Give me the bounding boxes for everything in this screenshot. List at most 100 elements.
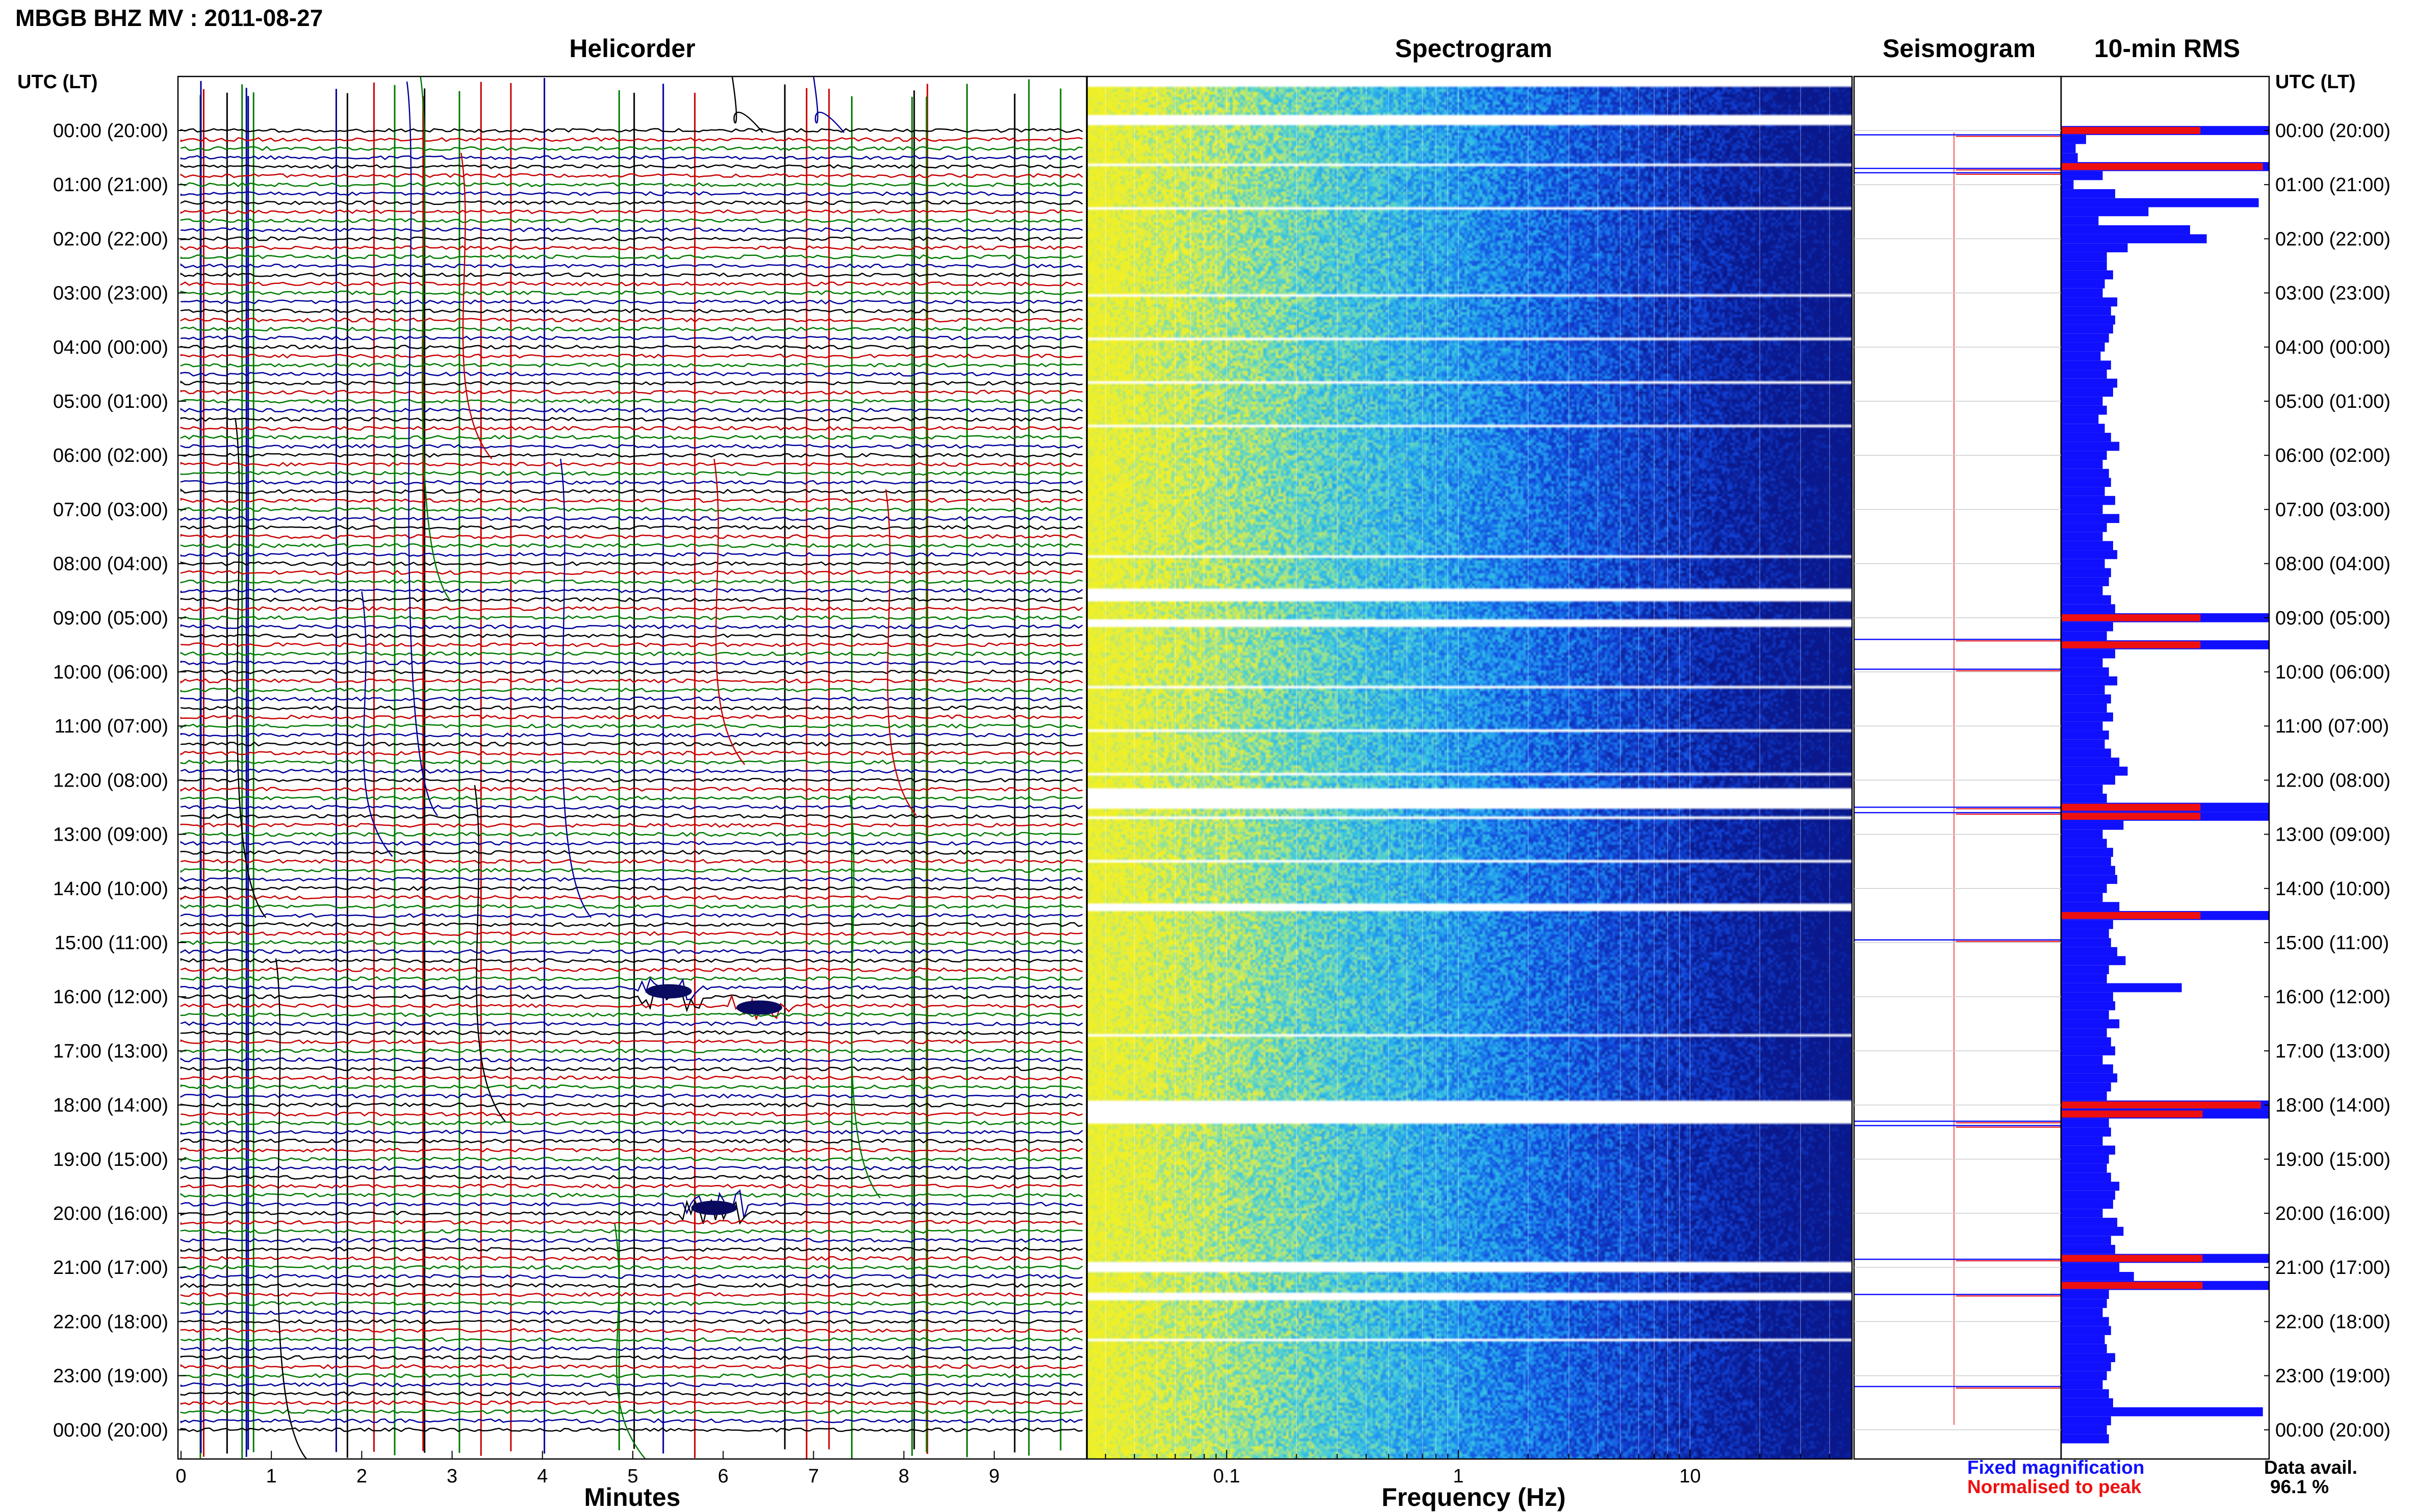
rms-bar-fixed — [2061, 180, 2074, 190]
rms-bar-fixed — [2061, 315, 2116, 325]
helicorder-transient — [420, 76, 452, 602]
helicorder-trace — [180, 822, 1083, 828]
helicorder-trace — [180, 534, 1083, 539]
rms-bar-fixed — [2061, 270, 2113, 280]
helicorder-trace — [180, 516, 1083, 522]
helicorder-trace — [180, 1238, 1083, 1243]
helicorder-trace — [180, 1400, 1083, 1405]
helicorder-tick-label: 0 — [175, 1466, 186, 1487]
helicorder-trace — [180, 814, 1083, 819]
helicorder-trace — [180, 236, 1083, 242]
helicorder-trace — [180, 299, 1083, 305]
rms-bar-fixed — [2061, 1019, 2120, 1029]
helicorder-trace — [180, 218, 1083, 224]
rms-bar-fixed — [2061, 360, 2111, 370]
time-label-right: 06:00 (02:00) — [2275, 445, 2390, 466]
helicorder-trace — [180, 272, 1083, 278]
helicorder-trace — [180, 254, 1083, 259]
rms-bar-fixed — [2061, 1217, 2118, 1227]
rms-bar-fixed — [2061, 370, 2107, 379]
helicorder-trace — [180, 1319, 1083, 1324]
legend-fixed-magnification: Fixed magnification — [1967, 1457, 2145, 1478]
helicorder-trace — [180, 1093, 1083, 1099]
spectrogram-tick-label: 10 — [1679, 1466, 1701, 1487]
helicorder-trace — [180, 1283, 1083, 1289]
helicorder-trace — [180, 895, 1083, 901]
helicorder-trace — [180, 1346, 1083, 1351]
helicorder-transient — [614, 1223, 646, 1459]
helicorder-trace — [180, 723, 1083, 729]
rms-bar-fixed — [2061, 1154, 2109, 1164]
rms-bar-fixed — [2061, 974, 2107, 983]
rms-bar-fixed — [2061, 1344, 2107, 1353]
helicorder-event-burst — [736, 1000, 783, 1015]
rms-bar-fixed — [2061, 1425, 2107, 1435]
rms-bar-fixed — [2061, 1272, 2134, 1281]
time-label-right: 05:00 (01:00) — [2275, 391, 2390, 412]
rms-bar-fixed — [2061, 153, 2078, 162]
rms-bar-fixed — [2061, 1353, 2116, 1363]
helicorder-transient — [406, 81, 438, 816]
helicorder-trace — [180, 164, 1083, 169]
helicorder-trace — [180, 209, 1083, 215]
helicorder-trace — [180, 1409, 1083, 1415]
rms-bar-fixed — [2061, 577, 2109, 586]
helicorder-trace — [180, 931, 1083, 936]
helicorder-trace — [180, 705, 1083, 711]
time-label-right: 01:00 (21:00) — [2275, 174, 2390, 196]
rms-bar-fixed — [2061, 550, 2118, 559]
rms-bar-fixed — [2061, 983, 2182, 993]
rms-bar-fixed — [2061, 1010, 2109, 1020]
time-label-right: 15:00 (11:00) — [2275, 932, 2389, 954]
legend-normalised-to-peak: Normalised to peak — [1967, 1476, 2142, 1497]
rms-bar-fixed — [2061, 1227, 2124, 1236]
helicorder-trace — [180, 750, 1083, 756]
rms-bar-fixed — [2061, 821, 2124, 830]
helicorder-trace — [180, 831, 1083, 837]
rms-bar-fixed — [2061, 505, 2103, 514]
time-label-right: 14:00 (10:00) — [2275, 878, 2390, 900]
helicorder-trace — [180, 371, 1083, 377]
rms-bar-fixed — [2061, 1118, 2109, 1128]
rms-bar-normalised — [2061, 641, 2201, 648]
helicorder-trace — [180, 1219, 1083, 1225]
helicorder-trace — [180, 1066, 1083, 1072]
helicorder-trace — [180, 561, 1083, 566]
seismogram-title: Seismogram — [1882, 34, 2036, 63]
rms-bar-fixed — [2061, 1236, 2111, 1245]
helicorder-trace — [180, 1418, 1083, 1423]
helicorder-trace — [180, 480, 1083, 485]
helicorder-trace — [180, 777, 1083, 783]
helicorder-trace — [180, 876, 1083, 882]
rms-bar-fixed — [2061, 568, 2111, 578]
rms-bar-fixed — [2061, 144, 2076, 153]
helicorder-trace — [180, 1138, 1083, 1144]
helicorder-trace — [180, 353, 1083, 359]
time-label-left: 00:00 (20:00) — [53, 1420, 168, 1441]
rms-bar-fixed — [2061, 1190, 2116, 1200]
helicorder-trace — [180, 1165, 1083, 1171]
rms-bar-fixed — [2061, 739, 2105, 749]
helicorder-trace — [180, 642, 1083, 647]
helicorder-tick-label: 7 — [808, 1466, 819, 1487]
helicorder-trace — [180, 389, 1083, 395]
rms-bar-fixed — [2061, 261, 2107, 271]
time-label-left: 19:00 (15:00) — [53, 1149, 168, 1170]
time-label-left: 04:00 (00:00) — [53, 337, 168, 358]
time-label-right: 16:00 (12:00) — [2275, 986, 2390, 1008]
time-label-left: 13:00 (09:00) — [53, 824, 168, 846]
rms-bar-fixed — [2061, 1127, 2111, 1137]
helicorder-trace — [180, 426, 1083, 431]
rms-bar-fixed — [2061, 920, 2113, 929]
spectrogram-tick-label: 1 — [1453, 1466, 1463, 1487]
helicorder-trace — [180, 453, 1083, 458]
helicorder-trace — [180, 579, 1083, 585]
rms-bar-fixed — [2061, 460, 2103, 469]
helicorder-trace — [180, 714, 1083, 720]
helicorder-trace — [180, 1048, 1083, 1054]
rms-bar-fixed — [2061, 758, 2120, 767]
rms-bar-fixed — [2061, 1308, 2103, 1317]
rms-bar-fixed — [2061, 676, 2118, 686]
seismogram-frame — [1853, 75, 2062, 1460]
rms-bar-fixed — [2061, 1380, 2103, 1390]
